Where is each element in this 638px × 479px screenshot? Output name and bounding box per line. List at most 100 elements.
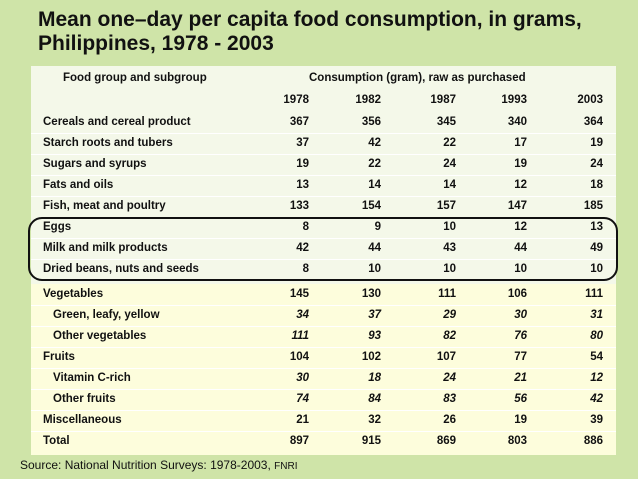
row-value: 76	[514, 330, 527, 342]
table-row: Green, leafy, yellow 34 37 29 30 31	[31, 305, 616, 326]
row-value: 21	[514, 372, 527, 384]
row-value: 106	[507, 288, 527, 300]
column-header-consumption: Consumption (gram), raw as purchased	[309, 72, 526, 84]
row-value: 56	[514, 393, 527, 405]
source-text: Source: National Nutrition Surveys: 1978…	[20, 458, 275, 472]
row-label: Other fruits	[53, 393, 116, 405]
title-line-2: Philippines, 1978 - 2003	[38, 32, 274, 55]
row-value: 869	[436, 435, 456, 447]
row-value: 12	[514, 179, 527, 191]
consumption-table: Food group and subgroup Consumption (gra…	[28, 66, 618, 455]
table-row: Fruits 104 102 107 77 54	[31, 347, 616, 368]
row-value: 367	[289, 116, 309, 128]
row-value: 13	[296, 179, 309, 191]
row-value: 17	[514, 137, 527, 149]
table-row: Vitamin C-rich 30 18 24 21 12	[31, 368, 616, 389]
row-value: 10	[590, 263, 603, 275]
row-label: Fats and oils	[43, 179, 114, 191]
row-label: Miscellaneous	[43, 414, 122, 426]
row-value: 54	[590, 351, 603, 363]
row-value: 42	[590, 393, 603, 405]
row-value: 37	[296, 137, 309, 149]
row-value: 130	[361, 288, 381, 300]
row-value: 30	[514, 309, 527, 321]
row-label: Green, leafy, yellow	[53, 309, 160, 321]
row-value: 340	[507, 116, 527, 128]
row-value: 10	[514, 263, 527, 275]
year-header: 1982	[355, 94, 381, 106]
row-value: 49	[590, 242, 603, 254]
row-value: 14	[368, 179, 381, 191]
source-note: Source: National Nutrition Surveys: 1978…	[20, 458, 297, 472]
row-divider	[31, 410, 616, 411]
row-value: 37	[368, 309, 381, 321]
row-value: 30	[296, 372, 309, 384]
row-value: 897	[289, 435, 309, 447]
row-value: 44	[368, 242, 381, 254]
table-row: Cereals and cereal product 367 356 345 340 36…	[31, 112, 616, 133]
row-value: 14	[443, 179, 456, 191]
table-row: Other fruits 74 84 83 56 42	[31, 389, 616, 410]
year-header: 1978	[283, 94, 309, 106]
row-value: 10	[368, 263, 381, 275]
table-row: Dried beans, nuts and seeds 8 10 10 10 10	[31, 259, 616, 280]
row-value: 364	[583, 116, 603, 128]
row-value: 886	[583, 435, 603, 447]
table-row: Other vegetables 111 93 82 76 80	[31, 326, 616, 347]
row-divider	[31, 133, 616, 134]
row-value: 345	[436, 116, 456, 128]
row-label: Starch roots and tubers	[43, 137, 173, 149]
table-row: Milk and milk products 42 44 43 44 49	[31, 238, 616, 259]
row-divider	[31, 389, 616, 390]
row-divider	[31, 154, 616, 155]
row-value: 107	[436, 351, 456, 363]
table-row: Starch roots and tubers 37 42 22 17 19	[31, 133, 616, 154]
row-label: Fruits	[43, 351, 75, 363]
table-row: Fish, meat and poultry 133 154 157 147 185	[31, 196, 616, 217]
row-value: 154	[361, 200, 381, 212]
source-org: FNRI	[274, 461, 298, 472]
row-label: Dried beans, nuts and seeds	[43, 263, 199, 275]
row-value: 74	[296, 393, 309, 405]
row-value: 111	[438, 288, 456, 300]
row-value: 147	[507, 200, 527, 212]
row-value: 80	[590, 330, 603, 342]
row-value: 185	[583, 200, 603, 212]
row-value: 84	[368, 393, 381, 405]
table-header-row-2: 1978 1982 1987 1993 2003	[31, 94, 616, 110]
row-value: 83	[443, 393, 456, 405]
row-value: 42	[368, 137, 381, 149]
row-divider	[31, 259, 616, 260]
row-value: 12	[590, 372, 603, 384]
row-divider	[31, 347, 616, 348]
row-value: 24	[443, 158, 456, 170]
year-header: 1993	[501, 94, 527, 106]
row-label: Other vegetables	[53, 330, 147, 342]
row-value: 82	[443, 330, 456, 342]
row-value: 19	[514, 414, 527, 426]
row-value: 13	[590, 221, 603, 233]
row-divider	[31, 326, 616, 327]
row-value: 44	[514, 242, 527, 254]
table-row: Eggs 8 9 10 12 13	[31, 217, 616, 238]
row-value: 803	[507, 435, 527, 447]
year-header: 1987	[430, 94, 456, 106]
year-header: 2003	[577, 94, 603, 106]
row-value: 356	[361, 116, 381, 128]
row-value: 10	[443, 221, 456, 233]
row-value: 9	[374, 221, 381, 233]
row-value: 157	[436, 200, 456, 212]
row-value: 19	[514, 158, 527, 170]
page-title: Mean one–day per capita food consumption…	[38, 8, 618, 56]
row-value: 26	[443, 414, 456, 426]
row-value: 18	[590, 179, 603, 191]
table-row: Vegetables 145 130 111 106 111	[31, 284, 616, 305]
row-divider	[31, 368, 616, 369]
row-value: 915	[361, 435, 381, 447]
column-header-group: Food group and subgroup	[63, 72, 207, 84]
highlight-box	[28, 217, 618, 281]
row-value: 8	[302, 221, 309, 233]
table-row: Sugars and syrups 19 22 24 19 24	[31, 154, 616, 175]
row-value: 31	[590, 309, 603, 321]
row-divider	[31, 431, 616, 432]
